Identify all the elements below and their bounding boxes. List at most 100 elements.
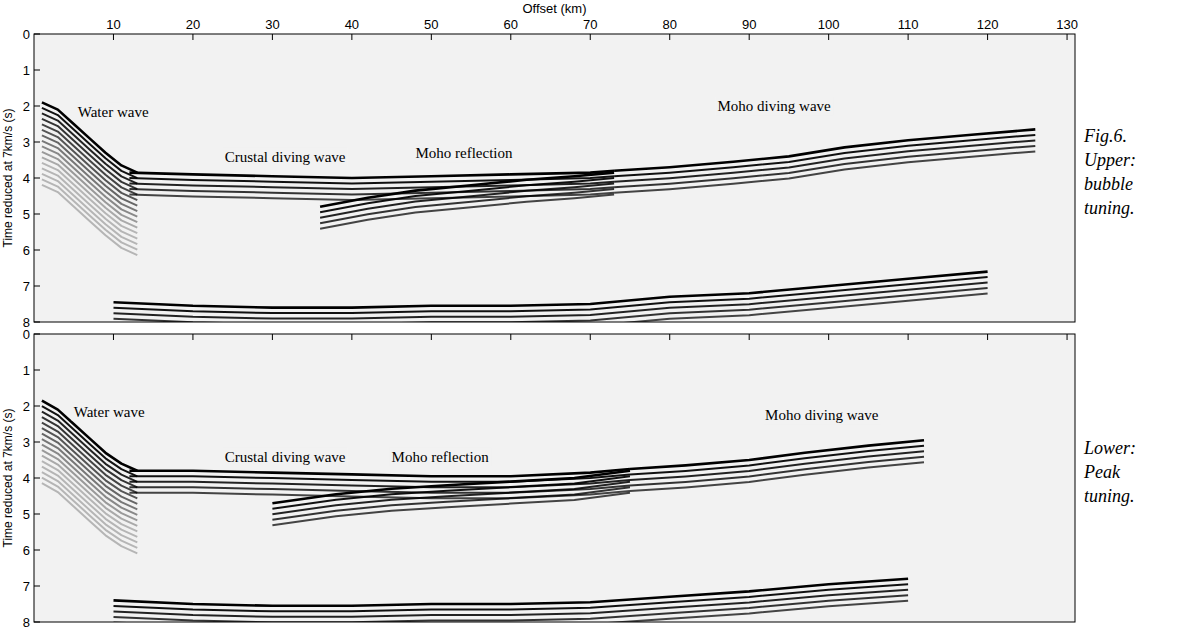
phase-line <box>114 272 988 308</box>
phase-line <box>614 129 1035 170</box>
x-tick-label: 80 <box>662 17 676 32</box>
annotation: Moho reflection <box>390 448 492 466</box>
y-tick-label: 0 <box>23 327 30 342</box>
y-tick-label: 1 <box>23 63 30 78</box>
y-tick-label: 7 <box>23 279 30 294</box>
annotation: Water wave <box>76 103 151 121</box>
y-tick <box>34 478 40 479</box>
x-tick-label: 10 <box>106 17 120 32</box>
y-tick <box>34 286 40 287</box>
y-axis-title: Time reduced at 7km/s (s) <box>1 409 15 548</box>
x-tick <box>192 334 193 340</box>
x-tick <box>510 34 511 40</box>
x-tick <box>351 34 352 40</box>
y-tick-label: 2 <box>23 99 30 114</box>
x-tick-label: 30 <box>265 17 279 32</box>
x-tick-label: 110 <box>898 17 919 32</box>
wavelet-cycle <box>42 157 137 227</box>
annotation: Moho diving wave <box>763 406 881 424</box>
phase-line <box>320 173 614 207</box>
y-tick <box>34 70 40 71</box>
y-tick <box>34 586 40 587</box>
wavelet-cycle <box>42 124 137 194</box>
wavelet-cycle <box>42 113 137 183</box>
annotation: Crustal diving wave <box>223 148 348 166</box>
panel: 102030405060708090100110120130012345678O… <box>1 1 1136 330</box>
phase-line <box>129 171 614 178</box>
wavelet-cycle <box>42 179 137 249</box>
x-tick-label: 120 <box>977 17 999 32</box>
x-tick-label: 70 <box>583 17 597 32</box>
wavelet-cycle <box>42 152 137 222</box>
wavelet-cycle <box>42 174 137 244</box>
data-layer <box>42 401 924 622</box>
x-tick <box>749 34 750 40</box>
annotation-patch <box>223 448 348 466</box>
annotation-patch <box>76 103 151 121</box>
panel: 012345678Time reduced at 7km/s (s)Water … <box>1 327 1136 630</box>
x-tick-label: 50 <box>424 17 438 32</box>
data-layer <box>42 102 1035 322</box>
x-tick <box>987 34 988 40</box>
x-tick <box>987 334 988 340</box>
x-tick-label: 60 <box>504 17 518 32</box>
annotation-text: Water wave <box>78 104 149 120</box>
caption-line: Peak <box>1083 462 1121 482</box>
annotation-text: Moho diving wave <box>765 407 879 423</box>
annotation-patch <box>715 97 833 115</box>
y-tick-label: 6 <box>23 543 30 558</box>
x-tick <box>828 334 829 340</box>
annotation: Crustal diving wave <box>223 448 348 466</box>
y-tick-label: 5 <box>23 207 30 222</box>
y-tick <box>34 406 40 407</box>
y-tick <box>34 250 40 251</box>
y-tick <box>34 142 40 143</box>
x-tick <box>431 34 432 40</box>
x-tick <box>1067 34 1068 40</box>
y-tick-label: 2 <box>23 399 30 414</box>
x-tick-label: 100 <box>818 17 840 32</box>
y-tick-label: 6 <box>23 243 30 258</box>
annotation: Moho reflection <box>413 144 515 162</box>
x-tick <box>431 334 432 340</box>
phase-line <box>129 469 630 476</box>
x-tick-label: 20 <box>186 17 200 32</box>
x-tick <box>113 334 114 340</box>
y-tick <box>34 622 40 623</box>
y-tick <box>34 34 40 35</box>
y-tick <box>34 178 40 179</box>
x-tick <box>669 34 670 40</box>
plot-background <box>34 34 1075 322</box>
y-tick-label: 4 <box>23 471 30 486</box>
wavelet-cycle <box>42 146 137 216</box>
x-tick <box>908 34 909 40</box>
plot-frame <box>34 334 1075 622</box>
annotation-text: Moho reflection <box>392 449 490 465</box>
annotation-text: Moho diving wave <box>717 98 831 114</box>
y-tick-label: 5 <box>23 507 30 522</box>
annotation-text: Moho reflection <box>415 145 513 161</box>
wavelet-cycle <box>42 185 137 255</box>
y-tick-label: 3 <box>23 135 30 150</box>
y-tick <box>34 106 40 107</box>
y-tick-label: 0 <box>23 27 30 42</box>
x-tick <box>510 334 511 340</box>
wavelet-cycle <box>320 178 614 212</box>
wavelet-cycle <box>272 476 630 508</box>
x-tick <box>749 334 750 340</box>
x-tick-label: 90 <box>742 17 756 32</box>
annotation-patch <box>413 144 515 162</box>
x-tick <box>272 34 273 40</box>
annotation: Moho diving wave <box>715 97 833 115</box>
wavelet-cycle <box>42 417 137 487</box>
wavelet-cycle <box>42 135 137 205</box>
annotation-patch <box>763 406 881 424</box>
y-tick <box>34 442 40 443</box>
x-axis-title: Offset (km) <box>522 1 586 16</box>
y-tick <box>34 514 40 515</box>
wavelet-cycle <box>630 446 924 475</box>
x-tick-label: 40 <box>345 17 359 32</box>
x-tick <box>351 334 352 340</box>
caption-line: tuning. <box>1084 198 1135 218</box>
wavelet-cycle <box>614 135 1035 176</box>
